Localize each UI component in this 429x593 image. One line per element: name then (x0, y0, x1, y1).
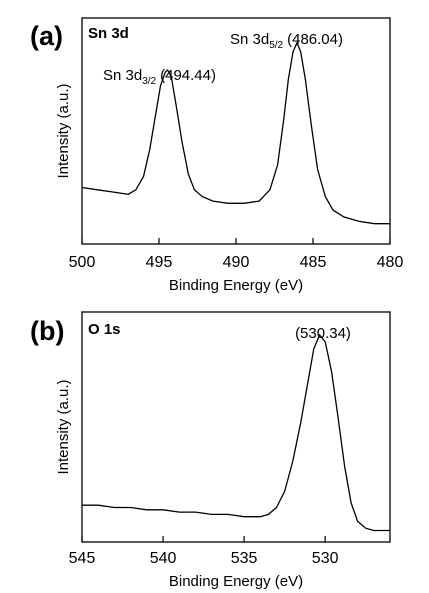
panel-b-x-ticks: 545 540 535 530 (69, 536, 339, 567)
peak-label-3d32-text: Sn 3d (103, 67, 142, 84)
panel-b-title: O 1s (88, 321, 121, 338)
panel-b-plot-frame (81, 311, 391, 543)
x-tick-label: 545 (69, 550, 96, 567)
panel-a-x-axis-label: Binding Energy (eV) (169, 277, 303, 294)
peak-label-3d32-value: (494.44) (160, 67, 216, 84)
panel-a-peak-label-3d52: Sn 3d5/2 (486.04) (230, 31, 343, 51)
panel-a-letter: (a) (30, 21, 63, 51)
x-tick-label: 485 (300, 254, 327, 271)
panel-a-y-axis-label: Intensity (a.u.) (55, 83, 72, 178)
x-tick-label: 530 (312, 550, 339, 567)
peak-label-3d52-value: (486.04) (287, 31, 343, 48)
x-tick-label: 500 (69, 254, 96, 271)
x-tick-label: 540 (150, 550, 177, 567)
panel-a-x-ticks: 500 495 490 485 480 (69, 238, 404, 271)
panel-a-plot-frame (81, 17, 391, 245)
panel-a-series-line (81, 41, 390, 225)
peak-label-3d32-sub: 3/2 (142, 76, 156, 87)
panel-a-sn3d: 500 495 490 485 480 (a) Sn 3d Binding Energy… (30, 17, 404, 294)
panel-b-y-axis-label: Intensity (a.u.) (55, 379, 72, 474)
panel-b-o1s: 545 540 535 530 (b) O 1s Binding Energy (eV… (30, 311, 391, 590)
peak-label-3d52-sub: 5/2 (269, 40, 283, 51)
panel-a-title: Sn 3d (88, 25, 129, 42)
x-tick-label: 535 (231, 550, 258, 567)
panel-b-letter: (b) (30, 316, 64, 346)
x-tick-label: 490 (223, 254, 250, 271)
x-tick-label: 495 (146, 254, 173, 271)
x-tick-label: 480 (377, 254, 404, 271)
panel-b-peak-label: (530.34) (295, 325, 351, 342)
panel-a-peak-label-3d32: Sn 3d3/2 (494.44) (103, 67, 216, 87)
panel-b-series-line (82, 333, 390, 532)
panel-b-x-axis-label: Binding Energy (eV) (169, 573, 303, 590)
peak-label-3d52-text: Sn 3d (230, 31, 269, 48)
